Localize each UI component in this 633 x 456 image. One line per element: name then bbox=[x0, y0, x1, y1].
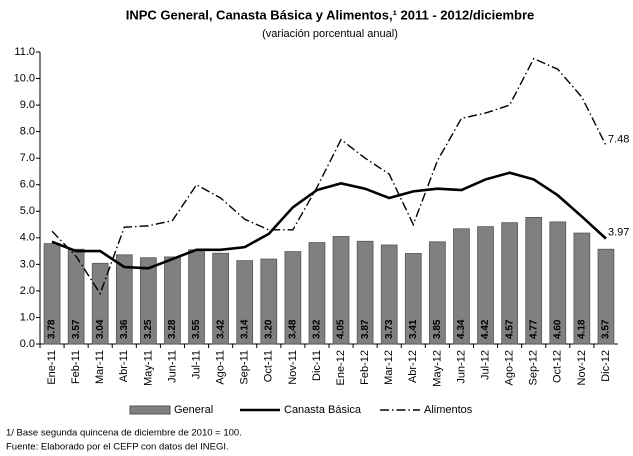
bar-label: 3.55 bbox=[191, 319, 202, 339]
bar bbox=[236, 260, 254, 345]
x-tick-label: Jul-12 bbox=[479, 350, 491, 380]
bar-label: 4.77 bbox=[528, 319, 539, 339]
legend-label: Canasta Básica bbox=[284, 404, 362, 416]
legend-label: Alimentos bbox=[424, 404, 473, 416]
x-tick-label: Nov-11 bbox=[287, 350, 299, 385]
x-tick-label: Dic-12 bbox=[600, 350, 612, 382]
bar bbox=[43, 243, 61, 345]
x-tick-label: Jun-11 bbox=[166, 350, 178, 383]
legend-label: General bbox=[174, 404, 213, 416]
bar-label: 3.25 bbox=[143, 319, 154, 339]
x-tick-label: Mar-12 bbox=[383, 350, 395, 385]
bar bbox=[549, 221, 567, 345]
bar bbox=[453, 228, 470, 345]
bar-label: 3.41 bbox=[408, 319, 419, 339]
x-tick-label: Sep-11 bbox=[239, 350, 251, 385]
bar bbox=[356, 240, 374, 345]
bar bbox=[501, 222, 518, 345]
bar bbox=[525, 216, 543, 345]
bar-label: 3.28 bbox=[167, 319, 178, 339]
bar-label: 3.42 bbox=[215, 319, 226, 339]
x-tick-label: Oct-11 bbox=[263, 350, 275, 382]
y-tick-label: 10.0 bbox=[14, 72, 35, 84]
bar-label: 3.78 bbox=[47, 319, 58, 339]
y-tick-label: 7.0 bbox=[20, 152, 35, 164]
y-tick-label: 3.0 bbox=[20, 258, 35, 270]
x-tick-label: Nov-12 bbox=[576, 350, 588, 385]
bar bbox=[308, 242, 326, 345]
bar-label: 4.05 bbox=[336, 319, 347, 339]
bar-label: 3.82 bbox=[312, 319, 323, 339]
y-tick-label: 8.0 bbox=[20, 126, 35, 138]
bar bbox=[429, 241, 446, 345]
x-tick-label: Oct-12 bbox=[552, 350, 564, 383]
bar-label: 3.48 bbox=[288, 319, 299, 339]
bar-label: 3.87 bbox=[360, 319, 371, 339]
bar-label: 4.34 bbox=[456, 319, 467, 339]
x-tick-label: Ene-11 bbox=[46, 350, 58, 385]
x-tick-label: Abr-12 bbox=[407, 350, 419, 383]
y-tick-label: 11.0 bbox=[14, 46, 35, 58]
y-tick-label: 5.0 bbox=[20, 205, 35, 217]
bar bbox=[477, 226, 494, 345]
bar-label: 3.04 bbox=[95, 319, 106, 339]
x-tick-label: Sep-12 bbox=[528, 350, 540, 385]
bar-label: 4.18 bbox=[577, 319, 588, 339]
x-tick-label: May-12 bbox=[431, 350, 443, 387]
x-tick-label: Dic-11 bbox=[311, 350, 323, 381]
legend-swatch bbox=[129, 405, 171, 415]
bar-label: 3.73 bbox=[384, 319, 395, 339]
line bbox=[51, 171, 607, 270]
bar-label: 3.36 bbox=[119, 319, 130, 339]
x-tick-label: Jul-11 bbox=[190, 350, 202, 379]
footnote: 1/ Base segunda quincena de diciembre de… bbox=[6, 428, 242, 439]
end-label: 7.48 bbox=[608, 133, 629, 145]
x-tick-label: Feb-11 bbox=[70, 350, 82, 384]
bar bbox=[597, 248, 615, 345]
y-tick-label: 0.0 bbox=[20, 338, 35, 350]
end-label: 3.97 bbox=[608, 227, 629, 239]
bar bbox=[284, 251, 302, 345]
bar-label: 3.85 bbox=[432, 319, 443, 339]
bar-label: 4.60 bbox=[552, 319, 563, 339]
bar-label: 3.14 bbox=[239, 319, 250, 339]
chart-title: INPC General, Canasta Básica y Alimentos… bbox=[126, 7, 534, 22]
bar bbox=[212, 252, 229, 345]
bar-label: 4.57 bbox=[504, 319, 515, 339]
bar bbox=[332, 236, 350, 345]
bar bbox=[67, 248, 85, 345]
bar bbox=[573, 232, 591, 345]
x-tick-label: May-11 bbox=[142, 350, 154, 386]
x-tick-label: Ago-12 bbox=[504, 350, 516, 385]
x-tick-label: Ene-12 bbox=[335, 350, 347, 385]
bar bbox=[140, 257, 157, 345]
bar bbox=[115, 254, 133, 345]
bar-label: 3.20 bbox=[263, 319, 274, 339]
bar bbox=[164, 256, 181, 345]
y-tick-label: 1.0 bbox=[20, 311, 35, 323]
bar-label: 3.57 bbox=[71, 319, 82, 339]
bar-label: 4.42 bbox=[480, 319, 491, 339]
bar bbox=[260, 258, 278, 345]
bar bbox=[404, 253, 422, 345]
x-tick-label: Feb-12 bbox=[359, 350, 371, 385]
bar bbox=[380, 244, 398, 345]
y-tick-label: 6.0 bbox=[20, 179, 35, 191]
x-tick-label: Abr-11 bbox=[118, 350, 130, 382]
y-tick-label: 2.0 bbox=[20, 285, 35, 297]
x-tick-label: Mar-11 bbox=[94, 350, 106, 384]
x-tick-label: Ago-11 bbox=[215, 350, 227, 385]
y-tick-label: 9.0 bbox=[20, 99, 35, 111]
y-tick-label: 4.0 bbox=[20, 232, 35, 244]
source: Fuente: Elaborado por el CEFP con datos … bbox=[6, 442, 229, 453]
x-tick-label: Jun-12 bbox=[455, 350, 467, 384]
bar-label: 3.57 bbox=[601, 319, 612, 339]
chart-subtitle: (variación porcentual anual) bbox=[262, 28, 398, 40]
line bbox=[51, 57, 607, 296]
